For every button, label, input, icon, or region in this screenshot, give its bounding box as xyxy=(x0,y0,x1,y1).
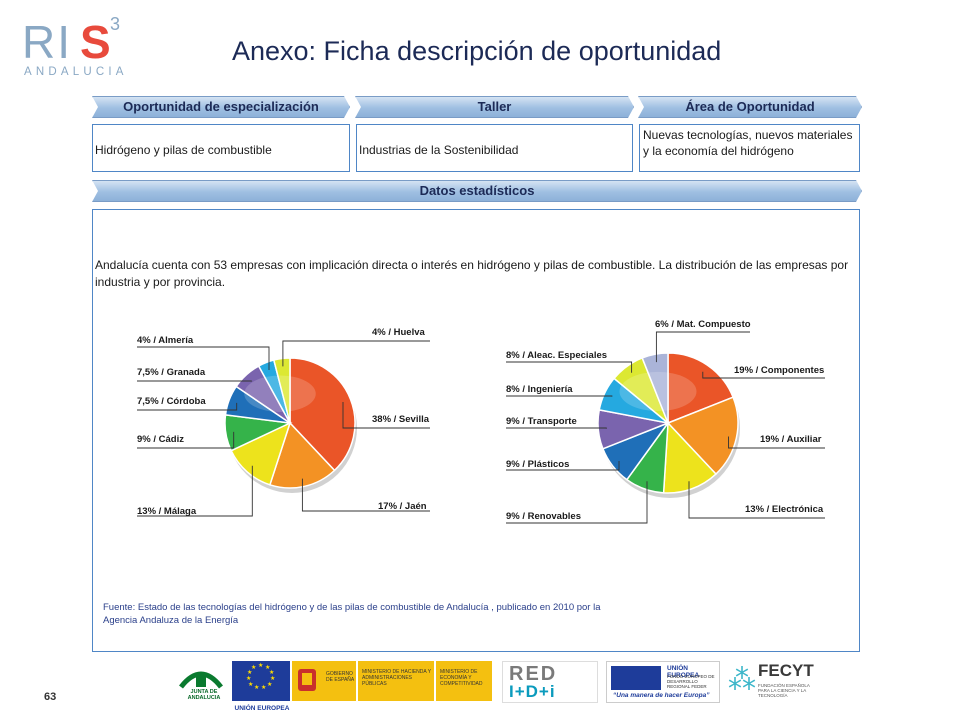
pie-slice xyxy=(641,352,669,424)
logo-ri-text: RI xyxy=(22,16,72,68)
pie-label: 9% / Cádiz xyxy=(137,434,184,445)
pie-slice xyxy=(662,421,717,494)
svg-text:★: ★ xyxy=(267,681,272,688)
page-title: Anexo: Ficha descripción de oportunidad xyxy=(232,36,722,66)
gobierno-espana-logo: GOBIERNO DE ESPAÑA xyxy=(292,661,356,701)
pie-slice xyxy=(289,357,356,472)
ministerio-hacienda-logo: MINISTERIO DE HACIENDA Y ADMINISTRACIONE… xyxy=(358,661,434,701)
svg-text:★: ★ xyxy=(247,669,252,676)
eu-feder-logo: UNIÓN EUROPEA FONDO EUROPEO DE DESARROLL… xyxy=(606,661,720,703)
economia-label: MINISTERIO DE ECONOMÍA Y COMPETITIVIDAD xyxy=(440,669,483,687)
pie-leader-line xyxy=(506,427,607,429)
pie-label: 4% / Almería xyxy=(137,335,194,346)
value-oportunidad-box: Hidrógeno y pilas de combustible xyxy=(92,124,350,172)
pie-chart-2: 19% / Componentes 19% / Auxiliar 13% / Ele… xyxy=(506,319,825,524)
svg-text:★: ★ xyxy=(269,669,274,676)
eu1-label: UNIÓN EUROPEA xyxy=(234,705,290,712)
pie-leader-line xyxy=(506,481,648,524)
pie-gloss xyxy=(244,375,316,412)
pie-leader-line xyxy=(342,402,430,429)
eu2-motto: “Una manera de hacer Europa” xyxy=(613,692,710,699)
pie-label: 13% / Málaga xyxy=(137,506,197,517)
value-taller-box: Industrias de la Sostenibilidad xyxy=(356,124,633,172)
svg-text:★: ★ xyxy=(248,681,253,688)
spain-coat-of-arms-icon xyxy=(298,669,316,691)
header-datos: Datos estadísticos xyxy=(92,180,862,202)
pie-leader-line xyxy=(282,340,430,367)
pie-slice xyxy=(272,357,291,424)
pie-label: 38% / Sevilla xyxy=(372,414,430,425)
pie-label: 19% / Componentes xyxy=(734,365,824,376)
logo-sub-text: ANDALUCIA xyxy=(24,66,128,78)
svg-text:★: ★ xyxy=(246,675,251,682)
logo-sup-text: 3 xyxy=(110,14,121,34)
pie-leader-line xyxy=(137,431,235,449)
svg-text:★: ★ xyxy=(270,675,275,682)
pie-slice xyxy=(268,421,336,489)
pie-leader-line xyxy=(137,465,253,517)
pie-label: 8% / Ingeniería xyxy=(506,384,573,395)
hacienda-label: MINISTERIO DE HACIENDA Y ADMINISTRACIONE… xyxy=(362,669,431,687)
pie-leader-line xyxy=(137,402,238,411)
logo-s-text: S xyxy=(80,16,111,68)
pie-chart-1: 38% / Sevilla 17% / Jaén 13% / Málaga 9% / … xyxy=(137,327,430,517)
red-idi-logo: RED I+D+i xyxy=(502,661,598,703)
source-note: Fuente: Estado de las tecnologías del hi… xyxy=(103,602,601,626)
pie-leader-line xyxy=(301,478,430,512)
eu2-title: UNIÓN EUROPEA xyxy=(667,665,700,679)
value-oportunidad: Hidrógeno y pilas de combustible xyxy=(95,143,272,157)
pie-slice xyxy=(667,352,735,425)
pie-slice xyxy=(666,396,739,476)
pie-label: 8% / Aleac. Especiales xyxy=(506,350,607,361)
pie-leader-line xyxy=(702,371,825,379)
eu2-subtitle: FONDO EUROPEO DE DESARROLLO REGIONAL FED… xyxy=(667,674,715,689)
ministerio-economia-logo: MINISTERIO DE ECONOMÍA Y COMPETITIVIDAD xyxy=(436,661,492,701)
junta-emblem-icon xyxy=(179,671,223,689)
pie-gloss xyxy=(619,371,697,412)
value-area-box: Nuevas tecnologías, nuevos materiales y … xyxy=(639,124,860,172)
header-taller: Taller xyxy=(355,96,634,118)
gobierno-label: GOBIERNO DE ESPAÑA xyxy=(326,671,355,683)
pie-leader-line xyxy=(655,331,750,363)
pie-leader-line xyxy=(506,361,633,373)
pie-label: 19% / Auxiliar xyxy=(760,434,822,445)
pie-label: 7,5% / Córdoba xyxy=(137,396,206,407)
header-area: Área de Oportunidad xyxy=(638,96,862,118)
fecyt-subtitle: FUNDACIÓN ESPAÑOLA PARA LA CIENCIA Y LA … xyxy=(758,683,810,698)
pie-leader-line xyxy=(728,436,825,449)
junta-andalucia-logo: JUNTA DE ANDALUCIA xyxy=(176,661,226,701)
pie-leader-line xyxy=(506,461,620,471)
pie-label: 6% / Mat. Compuesto xyxy=(655,319,751,330)
pie-leader-line xyxy=(688,481,825,519)
fecyt-label: FECYT xyxy=(758,661,814,680)
pie-leader-line xyxy=(137,346,270,370)
stats-description: Andalucía cuenta con 53 empresas con imp… xyxy=(95,258,849,289)
idi-label: I+D+i xyxy=(509,682,556,701)
eu-flag-logo: ★ ★ ★ ★ ★ ★ ★ ★ ★ ★ ★ UNIÓN EUROPEA xyxy=(232,661,290,712)
pie-label: 13% / Electrónica xyxy=(745,504,824,515)
junta-label: JUNTA DE ANDALUCIA xyxy=(187,689,221,701)
fecyt-logo: ⁂ FECYT FUNDACIÓN ESPAÑOLA PARA LA CIENC… xyxy=(726,661,816,701)
pie-label: 7,5% / Granada xyxy=(137,367,206,378)
pie-label: 17% / Jaén xyxy=(378,501,427,512)
pie-leader-line xyxy=(506,395,613,397)
svg-text:★: ★ xyxy=(251,664,256,671)
eu-flag-icon xyxy=(611,666,661,690)
svg-text:★: ★ xyxy=(261,684,266,691)
value-area: Nuevas tecnologías, nuevos materiales y … xyxy=(643,128,853,158)
svg-text:★: ★ xyxy=(258,662,263,669)
svg-text:★: ★ xyxy=(265,664,270,671)
ris3-andalucia-logo: RI S 3 ANDALUCIA xyxy=(22,14,123,82)
svg-text:★: ★ xyxy=(254,684,259,691)
pie-label: 9% / Renovables xyxy=(506,511,581,522)
page-number: 63 xyxy=(44,691,57,703)
value-taller: Industrias de la Sostenibilidad xyxy=(359,143,519,157)
eu-stars-icon: ★ ★★ ★★★ ★★★ ★★ xyxy=(246,662,275,691)
pie-label: 9% / Transporte xyxy=(506,416,577,427)
pie-label: 4% / Huelva xyxy=(372,327,426,338)
fecyt-molecule-icon: ⁂ xyxy=(728,664,756,695)
red-label: RED xyxy=(509,663,558,685)
pie-label: 9% / Plásticos xyxy=(506,459,569,470)
